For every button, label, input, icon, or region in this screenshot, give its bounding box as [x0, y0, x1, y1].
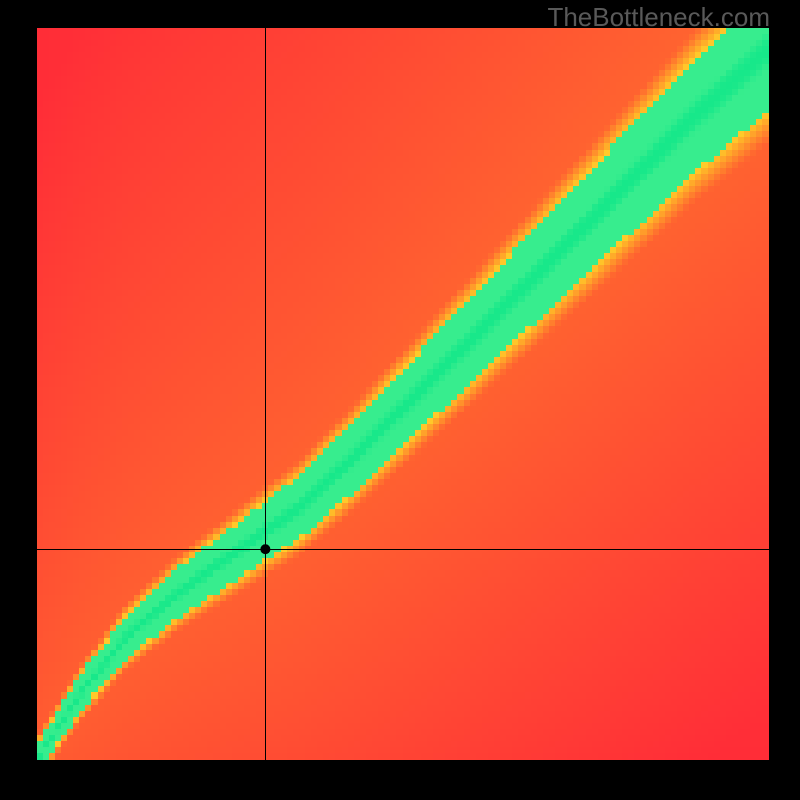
- watermark-text: TheBottleneck.com: [547, 2, 770, 33]
- bottleneck-heatmap: [37, 28, 769, 760]
